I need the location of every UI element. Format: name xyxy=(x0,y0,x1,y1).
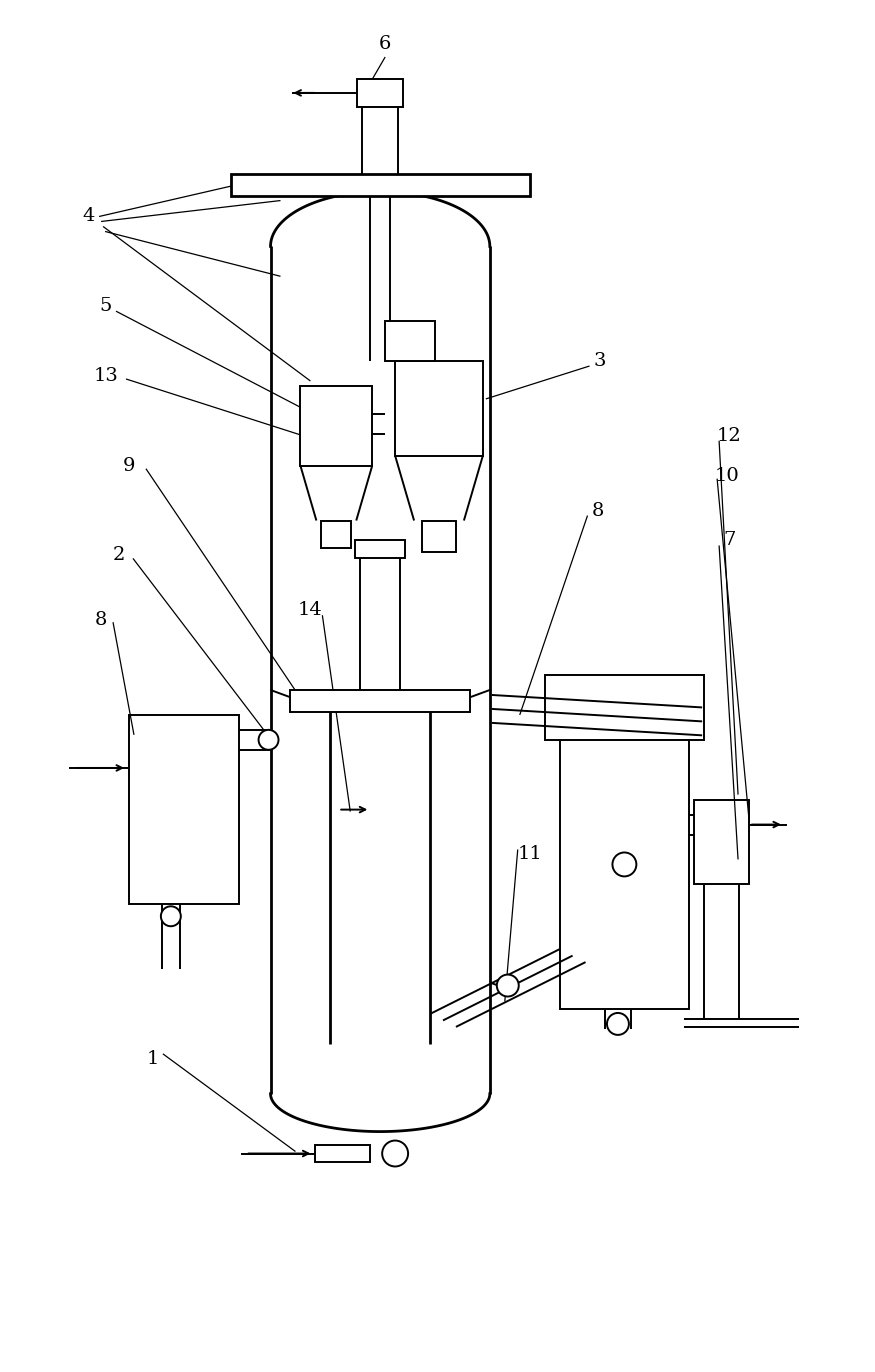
Bar xyxy=(290,690,470,712)
Text: 3: 3 xyxy=(593,353,605,370)
Text: 8: 8 xyxy=(592,502,604,520)
Text: 8: 8 xyxy=(94,611,108,630)
Bar xyxy=(385,321,435,361)
Text: 14: 14 xyxy=(298,601,323,619)
Bar xyxy=(544,675,704,740)
Bar xyxy=(694,800,749,885)
Bar xyxy=(321,520,351,549)
Text: 1: 1 xyxy=(147,1050,159,1067)
Circle shape xyxy=(612,852,636,877)
Bar xyxy=(355,541,405,558)
Text: 6: 6 xyxy=(379,36,391,54)
Circle shape xyxy=(161,907,181,926)
Text: 4: 4 xyxy=(83,207,95,225)
Text: 11: 11 xyxy=(517,845,542,863)
Text: 2: 2 xyxy=(113,546,125,564)
Bar xyxy=(129,715,239,904)
Text: 12: 12 xyxy=(717,427,741,445)
Bar xyxy=(357,80,403,107)
Text: 7: 7 xyxy=(723,531,735,549)
Bar xyxy=(231,174,529,196)
Bar xyxy=(560,730,690,1008)
Circle shape xyxy=(382,1140,408,1166)
Text: 13: 13 xyxy=(94,366,118,386)
Text: 5: 5 xyxy=(100,298,112,316)
Text: 9: 9 xyxy=(123,457,136,475)
Text: 10: 10 xyxy=(715,466,739,484)
Bar xyxy=(300,386,372,465)
Bar xyxy=(396,361,483,456)
Circle shape xyxy=(607,1013,629,1034)
Circle shape xyxy=(497,974,519,996)
Bar xyxy=(422,520,457,553)
Bar xyxy=(315,1144,370,1162)
Circle shape xyxy=(259,730,278,749)
